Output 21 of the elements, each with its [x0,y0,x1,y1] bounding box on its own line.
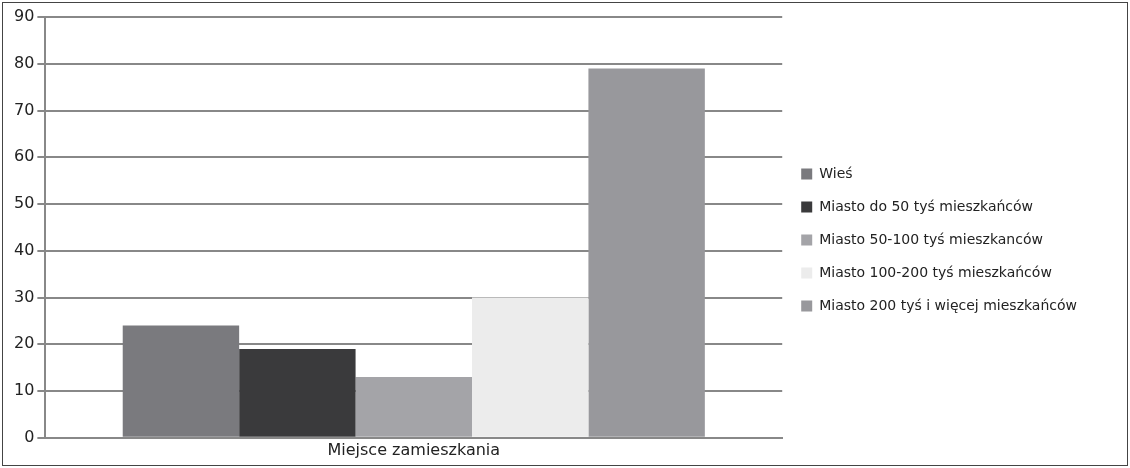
bar [122,325,240,437]
legend-label: Miasto 100-200 tyś mieszkańców [819,263,1052,280]
legend-label: Wieś [819,164,853,181]
y-tick-label: 0 [24,426,35,446]
x-tick-label: Miejsce zamieszkania [327,439,501,459]
y-tick-label: 70 [14,99,35,119]
y-tick-label: 10 [14,380,35,400]
legend-label: Miasto 50-100 tyś mieszkanców [819,230,1043,247]
bar [472,297,589,437]
legend-label: Miasto 200 tyś i więcej mieszkańców [819,296,1078,313]
y-tick-label: 90 [14,6,35,26]
bar [588,68,705,437]
bar [355,377,472,437]
y-tick-label: 20 [14,333,35,353]
y-tick-label: 40 [14,239,35,259]
y-tick-label: 80 [14,52,35,72]
y-tick-label: 50 [14,193,35,213]
legend-label: Miasto do 50 tyś mieszkańców [819,197,1034,214]
bar [239,348,356,437]
y-tick-label: 30 [14,286,35,306]
y-tick-label: 60 [14,146,35,166]
